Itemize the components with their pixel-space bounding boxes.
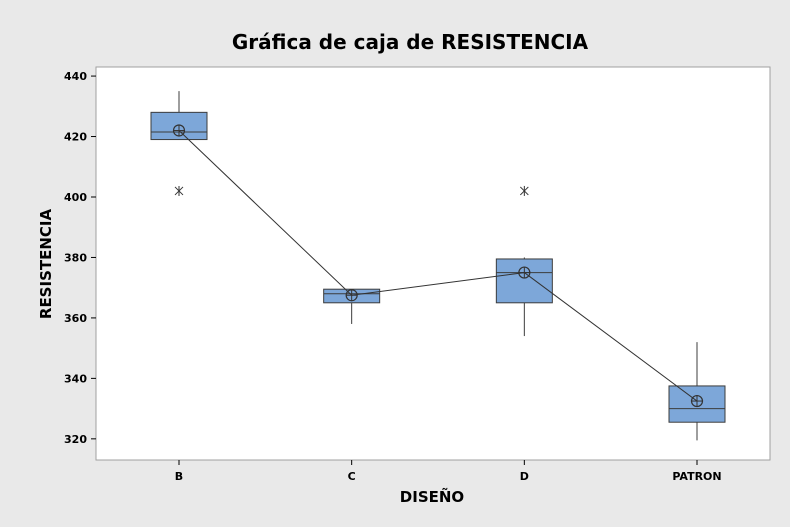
y-tick-label-340: 340 <box>64 372 87 385</box>
x-tick-label-patron: PATRON <box>672 470 721 483</box>
boxes-layer <box>150 91 726 441</box>
y-tick-label-320: 320 <box>64 433 87 446</box>
mean-symbol-patron <box>690 394 704 408</box>
x-tick-label-c: C <box>348 470 356 483</box>
y-tick-label-360: 360 <box>64 312 87 325</box>
box-body-d <box>495 258 553 304</box>
mean-symbol-b <box>172 124 186 137</box>
mean-connect-line <box>178 130 698 402</box>
x-tick-label-d: D <box>520 470 529 483</box>
x-axis: B C D PATRON <box>175 460 722 483</box>
y-tick-label-380: 380 <box>64 251 87 264</box>
y-axis: 320 340 360 380 400 420 440 <box>64 70 96 446</box>
x-tick-label-b: B <box>175 470 183 483</box>
y-tick-label-440: 440 <box>64 70 87 83</box>
x-axis-label: DISEÑO <box>400 487 464 506</box>
chart-title: Gráfica de caja de RESISTENCIA <box>232 30 589 54</box>
y-axis-label: RESISTENCIA <box>37 209 55 320</box>
plot-area <box>95 66 771 461</box>
mean-symbol-d <box>518 266 531 279</box>
box-d <box>495 185 553 337</box>
mean-symbol-c <box>345 289 358 302</box>
outlier-b-0 <box>174 185 184 196</box>
y-tick-label-420: 420 <box>64 131 87 144</box>
means-layer <box>172 124 704 408</box>
y-tick-label-400: 400 <box>64 191 87 204</box>
outlier-d-0 <box>519 185 529 196</box>
